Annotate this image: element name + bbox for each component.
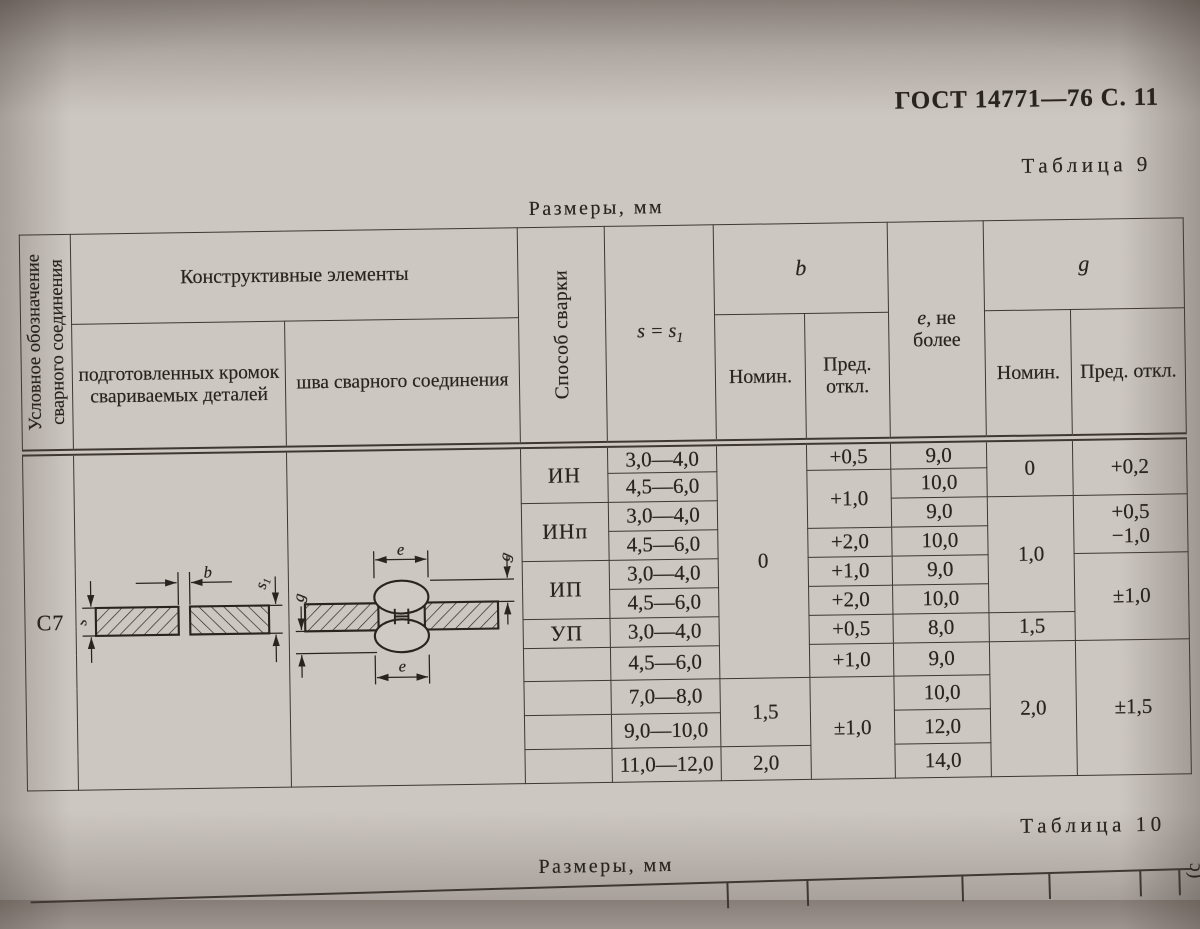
b-deviation-cell: +2,0 [809,585,893,615]
table10-column-line [1139,870,1142,896]
col-e-header: е, не более [887,221,986,440]
table10-column-line [726,882,729,908]
method-cell: УП [523,618,610,648]
b-deviation-cell: +0,5 [806,440,890,470]
s-range-cell: 4,5—6,0 [609,530,718,561]
joint-designation-cell: С7 [22,452,78,791]
table10-column-line [806,880,809,906]
b-deviation-cell: +1,0 [807,469,892,528]
s-range-cell: 4,5—6,0 [610,646,719,681]
e-max-cell: 10,0 [891,468,987,498]
g-deviation-cell: ±1,5 [1075,639,1191,776]
g-deviation-cell: ±1,0 [1074,552,1189,641]
s-range-cell: 4,5—6,0 [610,588,719,619]
method-cell-empty [524,680,611,715]
table10-column-line [1048,873,1051,899]
lower-weld-bead [374,619,429,653]
e-max-cell: 9,0 [893,642,989,676]
col-s-header: s = s1 [604,225,716,445]
s-range-cell: 3,0—4,0 [609,559,718,590]
e-bottom-dimension-label: e [398,656,406,675]
method-cell: ИНп [521,502,609,561]
e-max-cell: 10,0 [894,675,990,710]
col-g-header: g [983,218,1184,311]
dimensions-table: Условное обозначение сварного соединения… [19,217,1192,791]
col-b-nominal-header: Номин. [715,313,807,442]
right-plate [190,605,269,634]
method-cell-empty [524,714,611,749]
col-b-header: b [713,222,888,315]
e-max-cell: 12,0 [894,709,990,744]
s-dimension-label: s [80,619,91,626]
e-max-cell: 14,0 [895,743,991,778]
b-nominal-cell: 1,5 [720,677,811,746]
method-cell: ИП [522,560,610,619]
page-title: ГОСТ 14771—76 С. 11 [895,84,1160,116]
gap-dimension-b [136,571,233,605]
photographed-gost-page: { "page": { "gost_header": "ГОСТ 14771—7… [0,0,1200,900]
left-plate [96,606,179,635]
col-designation-header: Условное обозначение сварного соединения [19,234,73,453]
g-deviation-cell: +0,2 [1072,436,1187,496]
g-nominal-cell: 1,0 [987,495,1075,612]
e-max-cell: 9,0 [892,555,988,585]
method-cell-empty [525,748,612,783]
right-plate [424,602,498,630]
left-plate [304,603,378,631]
b-deviation-cell: +2,0 [808,527,892,557]
upper-weld-bead [374,580,429,614]
b-dimension-label: b [204,562,212,581]
s-range-cell: 7,0—8,0 [611,679,720,715]
table10-vertical-text-fragment: (с [1183,863,1200,879]
weld-seam-diagram: e e g [294,541,518,689]
col-method-header: Способ сварки [517,226,607,445]
e-max-cell: 10,0 [893,584,989,614]
table9-caption: Таблица 9 [1021,152,1152,179]
b-nominal-cell: 2,0 [721,745,811,780]
s-range-cell: 3,0—4,0 [610,617,719,648]
s-equals-s1-label: s = s [637,320,676,343]
s-range-cell: 4,5—6,0 [608,472,717,503]
col-designation-label: Условное обозначение сварного соединения [22,236,70,449]
weld-seam-diagram-cell: e e g [286,446,525,787]
g-deviation-cell: +0,5 −1,0 [1073,494,1188,554]
table10-column-line [961,875,964,901]
e-max-cell: 10,0 [892,526,988,556]
s1-dimension-label: s1 [251,575,274,591]
edge-preparation-diagram-cell: b s s1 [73,449,291,790]
col-seam-header: шва сварного соединения [285,318,521,449]
s-range-cell: 3,0—4,0 [607,443,716,474]
col-b-deviation-header: Пред. откл. [804,312,890,441]
col-constructive-header: Конструктивные элементы [70,228,518,325]
b-deviation-cell: +0,5 [809,614,893,644]
edge-preparation-diagram: b s s1 [80,560,286,677]
e-max-cell: 9,0 [891,497,987,527]
b-nominal-cell: 0 [716,441,809,678]
col-g-deviation-header: Пред. откл. [1070,308,1186,438]
table10-column-line [1178,869,1181,895]
g-nominal-cell: 0 [986,437,1073,496]
col-edges-header: подготовленных кромок свариваемых детале… [72,321,287,452]
method-cell-empty [523,647,610,681]
e-max-cell: 9,0 [890,439,986,469]
g-nominal-cell: 1,5 [989,611,1075,641]
s-range-cell: 9,0—10,0 [611,713,720,749]
col-g-nominal-header: Номин. [984,310,1072,439]
g-nominal-cell: 2,0 [989,640,1077,776]
s-range-cell: 11,0—12,0 [612,747,721,783]
e-symbol: е, [917,307,931,329]
e-max-cell: 8,0 [893,613,989,643]
col-method-label: Способ сварки [550,231,575,437]
b-deviation-cell: +1,0 [809,643,893,677]
page-sheet: ГОСТ 14771—76 С. 11 Таблица 9 Размеры, м… [0,0,1200,909]
e-top-dimension-label: e [396,541,404,558]
g-right-dimension-label: g [494,550,514,563]
b-deviation-cell: +1,0 [808,556,892,586]
method-cell: ИН [520,444,608,503]
s-range-cell: 3,0—4,0 [608,501,717,532]
b-deviation-cell: ±1,0 [810,676,896,779]
g-left-dimension-label: g [294,592,308,604]
table10-caption: Таблица 10 [1020,812,1166,839]
s1-subscript: 1 [676,330,683,345]
